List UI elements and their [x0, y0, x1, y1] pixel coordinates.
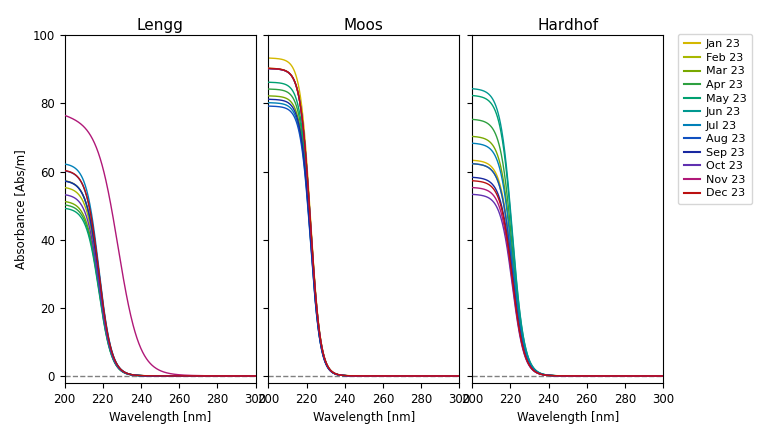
Legend: Jan 23, Feb 23, Mar 23, Apr 23, May 23, Jun 23, Jul 23, Aug 23, Sep 23, Oct 23, : Jan 23, Feb 23, Mar 23, Apr 23, May 23, …	[678, 34, 752, 204]
X-axis label: Wavelength [nm]: Wavelength [nm]	[517, 411, 619, 424]
Y-axis label: Absorbance [Abs/m]: Absorbance [Abs/m]	[14, 149, 27, 269]
X-axis label: Wavelength [nm]: Wavelength [nm]	[109, 411, 211, 424]
Title: Hardhof: Hardhof	[537, 18, 598, 33]
Title: Moos: Moos	[344, 18, 384, 33]
X-axis label: Wavelength [nm]: Wavelength [nm]	[313, 411, 415, 424]
Title: Lengg: Lengg	[137, 18, 183, 33]
